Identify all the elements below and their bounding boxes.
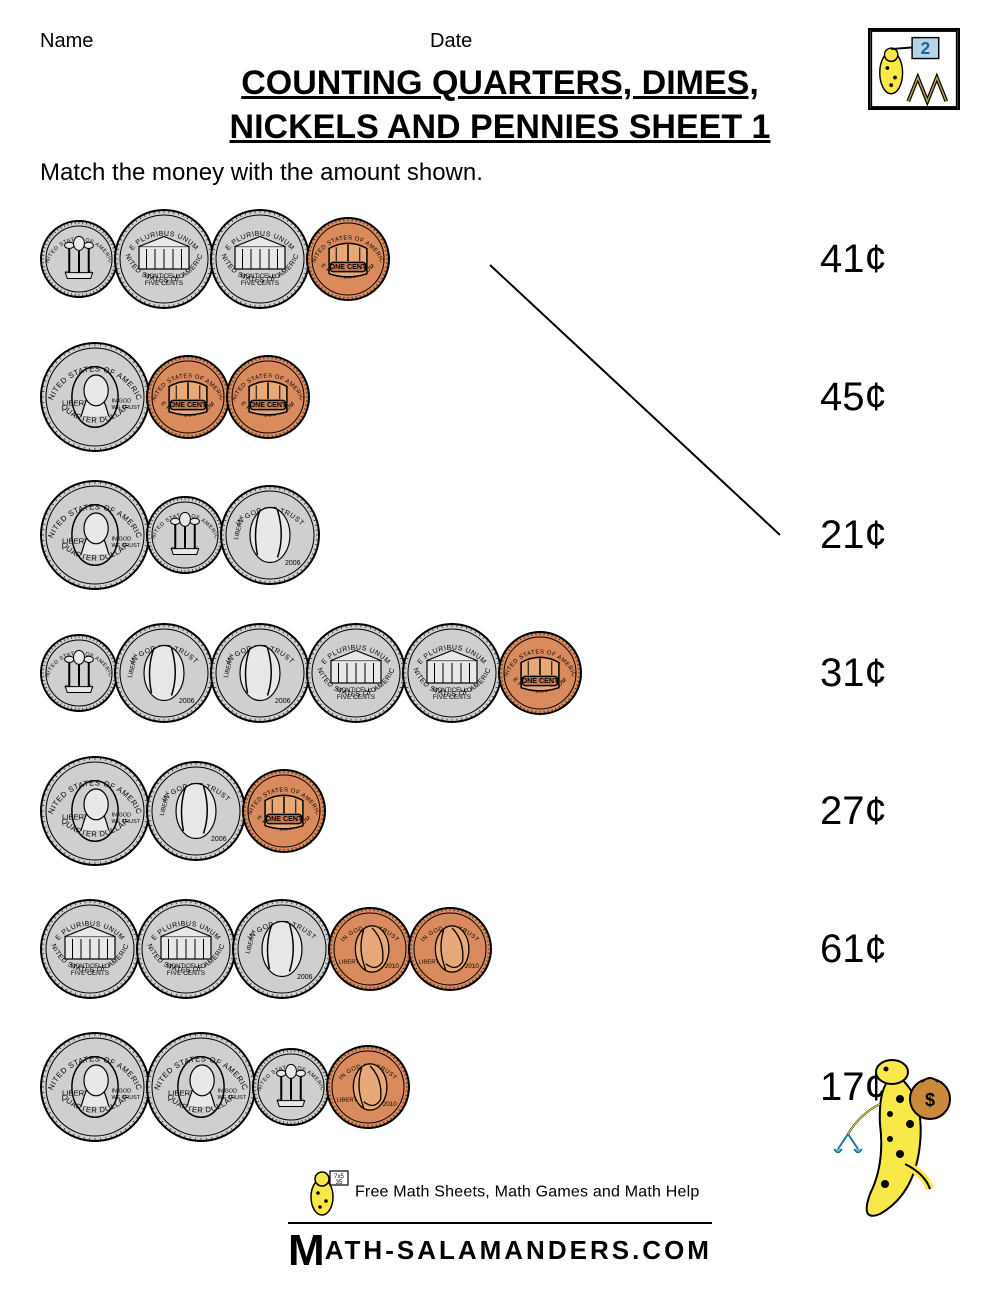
svg-text:FIVE CENTS: FIVE CENTS xyxy=(145,280,184,287)
nickel-coin-icon: E PLURIBUS UNUM UNITED STATES OF AMERICA… xyxy=(306,623,406,723)
svg-text:FIVE CENTS: FIVE CENTS xyxy=(337,694,376,701)
dime-coin-icon: UNITED STATES OF AMERICA ONE DIME xyxy=(40,220,118,298)
coins-group: UNITED STATES OF AMERICA QUARTER DOLLAR … xyxy=(40,480,800,590)
svg-text:FIVE CENTS: FIVE CENTS xyxy=(71,970,110,977)
amount-value: 41¢ xyxy=(800,237,960,282)
svg-text:2006: 2006 xyxy=(211,836,227,843)
amount-value: 45¢ xyxy=(800,375,960,420)
svg-text:ONE CENT: ONE CENT xyxy=(250,401,287,409)
coins-group: UNITED STATES OF AMERICA QUARTER DOLLAR … xyxy=(40,756,800,866)
svg-text:2006: 2006 xyxy=(297,974,313,981)
svg-text:FIVE CENTS: FIVE CENTS xyxy=(241,280,280,287)
svg-text:2006: 2006 xyxy=(275,698,291,705)
svg-text:IN GOD: IN GOD xyxy=(112,813,132,819)
svg-text:ONE CENT: ONE CENT xyxy=(522,677,559,685)
svg-text:2010: 2010 xyxy=(465,963,480,970)
coins-group: UNITED STATES OF AMERICA QUARTER DOLLAR … xyxy=(40,342,800,452)
svg-text:WE TRUST: WE TRUST xyxy=(112,405,141,411)
dime-coin-icon: UNITED STATES OF AMERICA ONE DIME xyxy=(252,1048,330,1126)
footer-site-name: MATH-SALAMANDERS.COM xyxy=(288,1222,712,1276)
grade-badge: 2 xyxy=(868,28,960,110)
worksheet-title: COUNTING QUARTERS, DIMES, NICKELS AND PE… xyxy=(40,61,960,149)
page-footer: 7x5 35 Free Math Sheets, Math Games and … xyxy=(0,1165,1000,1276)
badge-number: 2 xyxy=(921,39,931,58)
nickel-coin-icon: E PLURIBUS UNUM UNITED STATES OF AMERICA… xyxy=(210,209,310,309)
svg-text:FIVE CENTS: FIVE CENTS xyxy=(433,694,472,701)
coins-group: UNITED STATES OF AMERICA ONE DIME E PLUR… xyxy=(40,209,800,309)
title-line-1: COUNTING QUARTERS, DIMES, xyxy=(241,64,759,102)
nickel-front-coin-icon: IN GOD WE TRUST LIBERTY 2006 xyxy=(220,485,320,585)
quarter-coin-icon: UNITED STATES OF AMERICA QUARTER DOLLAR … xyxy=(146,1032,256,1142)
footer-salamander-icon: 7x5 35 xyxy=(300,1165,350,1220)
coin-row: UNITED STATES OF AMERICA QUARTER DOLLAR … xyxy=(40,471,960,599)
svg-text:IN GOD: IN GOD xyxy=(112,399,132,405)
penny-coin-icon: UNITED STATES OF AMERICA E PLURIBUS UNUM… xyxy=(226,355,310,439)
amount-value: 27¢ xyxy=(800,789,960,834)
instructions-text: Match the money with the amount shown. xyxy=(40,159,960,187)
nickel-front-coin-icon: IN GOD WE TRUST LIBERTY 2006 xyxy=(210,623,310,723)
coin-row: UNITED STATES OF AMERICA ONE DIME IN GOD… xyxy=(40,609,960,737)
svg-text:2010: 2010 xyxy=(383,1101,398,1108)
svg-text:WE TRUST: WE TRUST xyxy=(112,543,141,549)
svg-text:$: $ xyxy=(925,1090,935,1110)
worksheet-body: UNITED STATES OF AMERICA ONE DIME E PLUR… xyxy=(40,195,960,1151)
header-row: Name Date xyxy=(40,30,960,53)
svg-text:2006: 2006 xyxy=(285,560,301,567)
penny-front-coin-icon: IN GOD WE TRUST LIBERTY 2010 xyxy=(408,907,492,991)
coin-row: UNITED STATES OF AMERICA QUARTER DOLLAR … xyxy=(40,333,960,461)
nickel-coin-icon: E PLURIBUS UNUM UNITED STATES OF AMERICA… xyxy=(40,899,140,999)
quarter-coin-icon: UNITED STATES OF AMERICA QUARTER DOLLAR … xyxy=(40,1032,150,1142)
coins-group: E PLURIBUS UNUM UNITED STATES OF AMERICA… xyxy=(40,899,800,999)
penny-coin-icon: UNITED STATES OF AMERICA E PLURIBUS UNUM… xyxy=(306,217,390,301)
nickel-coin-icon: E PLURIBUS UNUM UNITED STATES OF AMERICA… xyxy=(402,623,502,723)
coin-row: UNITED STATES OF AMERICA QUARTER DOLLAR … xyxy=(40,1023,960,1151)
svg-text:ONE CENT: ONE CENT xyxy=(170,401,207,409)
svg-text:IN GOD: IN GOD xyxy=(112,1089,132,1095)
coin-row: E PLURIBUS UNUM UNITED STATES OF AMERICA… xyxy=(40,885,960,1013)
dime-coin-icon: UNITED STATES OF AMERICA ONE DIME xyxy=(40,634,118,712)
nickel-front-coin-icon: IN GOD WE TRUST LIBERTY 2006 xyxy=(114,623,214,723)
penny-front-coin-icon: IN GOD WE TRUST LIBERTY 2010 xyxy=(326,1045,410,1129)
svg-text:IN GOD: IN GOD xyxy=(218,1089,238,1095)
nickel-front-coin-icon: IN GOD WE TRUST LIBERTY 2006 xyxy=(146,761,246,861)
nickel-front-coin-icon: IN GOD WE TRUST LIBERTY 2006 xyxy=(232,899,332,999)
amount-value: 31¢ xyxy=(800,651,960,696)
penny-front-coin-icon: IN GOD WE TRUST LIBERTY 2010 xyxy=(328,907,412,991)
svg-text:IN GOD: IN GOD xyxy=(112,537,132,543)
coins-group: UNITED STATES OF AMERICA ONE DIME IN GOD… xyxy=(40,623,800,723)
nickel-coin-icon: E PLURIBUS UNUM UNITED STATES OF AMERICA… xyxy=(136,899,236,999)
coin-row: UNITED STATES OF AMERICA QUARTER DOLLAR … xyxy=(40,747,960,875)
svg-text:ONE CENT: ONE CENT xyxy=(330,263,367,271)
penny-coin-icon: UNITED STATES OF AMERICA E PLURIBUS UNUM… xyxy=(242,769,326,853)
amount-value: 61¢ xyxy=(800,927,960,972)
nickel-coin-icon: E PLURIBUS UNUM UNITED STATES OF AMERICA… xyxy=(114,209,214,309)
svg-text:FIVE CENTS: FIVE CENTS xyxy=(167,970,206,977)
name-label: Name xyxy=(40,30,430,53)
amount-value: 21¢ xyxy=(800,513,960,558)
quarter-coin-icon: UNITED STATES OF AMERICA QUARTER DOLLAR … xyxy=(40,756,150,866)
svg-text:2010: 2010 xyxy=(385,963,400,970)
svg-text:ONE CENT: ONE CENT xyxy=(266,815,303,823)
title-line-2: NICKELS AND PENNIES SHEET 1 xyxy=(230,108,771,146)
quarter-coin-icon: UNITED STATES OF AMERICA QUARTER DOLLAR … xyxy=(40,480,150,590)
penny-coin-icon: UNITED STATES OF AMERICA E PLURIBUS UNUM… xyxy=(498,631,582,715)
svg-text:WE TRUST: WE TRUST xyxy=(112,1095,141,1101)
svg-text:WE TRUST: WE TRUST xyxy=(218,1095,247,1101)
dime-coin-icon: UNITED STATES OF AMERICA ONE DIME xyxy=(146,496,224,574)
date-label: Date xyxy=(430,30,472,53)
coins-group: UNITED STATES OF AMERICA QUARTER DOLLAR … xyxy=(40,1032,800,1142)
quarter-coin-icon: UNITED STATES OF AMERICA QUARTER DOLLAR … xyxy=(40,342,150,452)
coin-row: UNITED STATES OF AMERICA ONE DIME E PLUR… xyxy=(40,195,960,323)
svg-text:35: 35 xyxy=(336,1180,343,1186)
svg-text:WE TRUST: WE TRUST xyxy=(112,819,141,825)
footer-tagline: Free Math Sheets, Math Games and Math He… xyxy=(355,1184,700,1201)
svg-text:2006: 2006 xyxy=(179,698,195,705)
penny-coin-icon: UNITED STATES OF AMERICA E PLURIBUS UNUM… xyxy=(146,355,230,439)
